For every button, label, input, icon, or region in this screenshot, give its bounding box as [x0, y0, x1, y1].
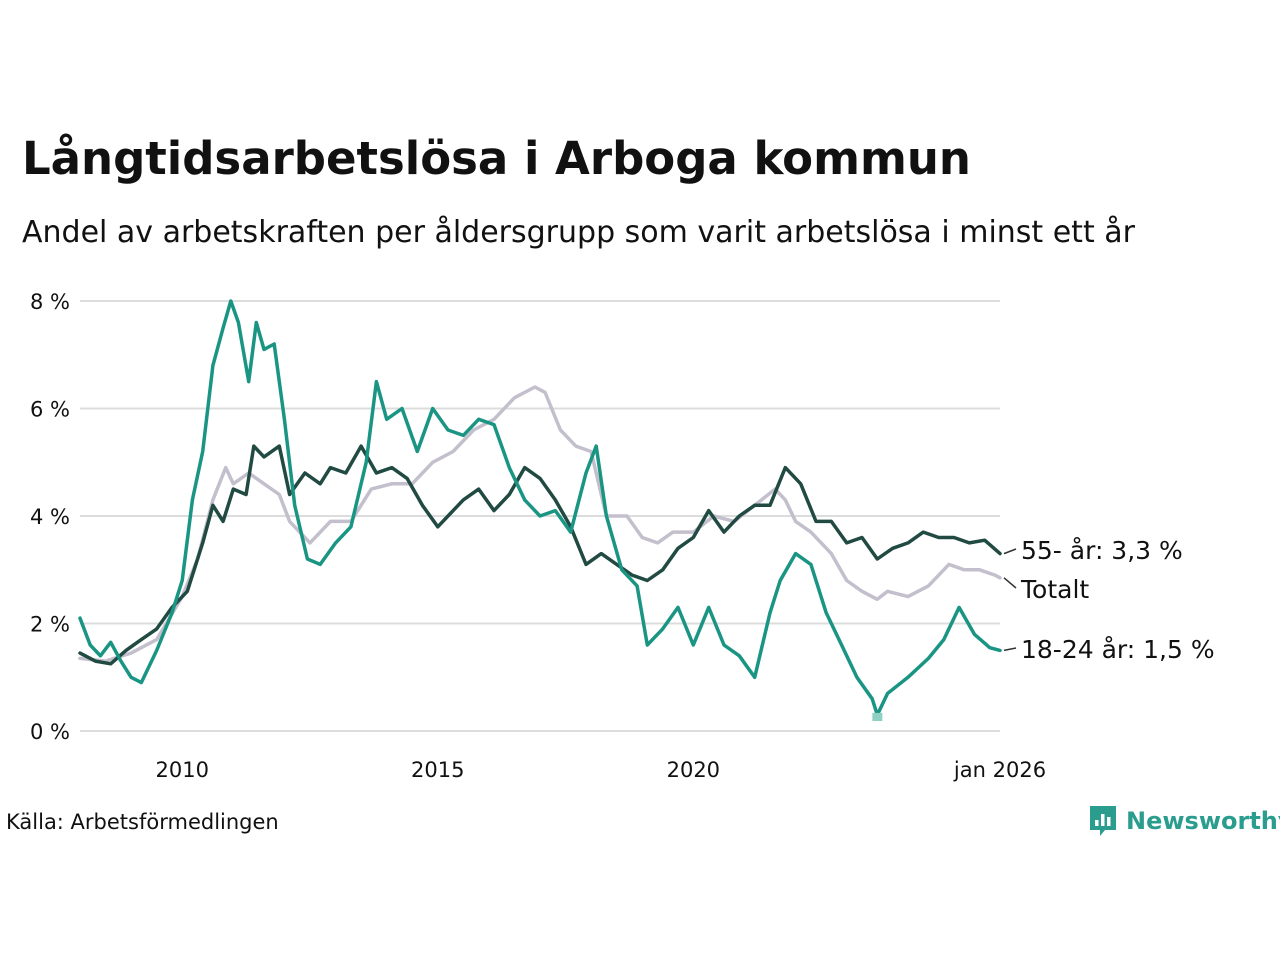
- series-end-label: Totalt: [1020, 575, 1089, 604]
- min-value-marker: [872, 712, 883, 721]
- source-note: Källa: Arbetsförmedlingen: [6, 810, 279, 834]
- y-tick-label: 2 %: [30, 613, 70, 637]
- axis-layer: 0 % 2 % 4 % 6 % 8 % 2010 2015 2020 jan 2026: [30, 290, 1046, 782]
- y-tick-label: 6 %: [30, 398, 70, 422]
- series-line-0: [78, 385, 1002, 663]
- series-line-2: [78, 299, 1002, 717]
- leader-line: [1003, 548, 1017, 555]
- y-tick-label: 8 %: [30, 290, 70, 314]
- series-layer: [78, 299, 1002, 721]
- y-tick-label: 4 %: [30, 505, 70, 529]
- chart-subtitle: Andel av arbetskraften per åldersgrupp s…: [22, 215, 1135, 250]
- x-tick-label: 2020: [667, 758, 720, 782]
- brand-name: Newsworthy: [1126, 807, 1280, 835]
- leader-line: [1003, 647, 1017, 652]
- x-tick-label: jan 2026: [953, 758, 1046, 782]
- chart-title: Långtidsarbetslösa i Arboga kommun: [22, 132, 971, 185]
- newsworthy-logo-icon: [1090, 806, 1116, 836]
- x-tick-label: 2010: [155, 758, 208, 782]
- leader-line: [1003, 577, 1017, 589]
- series-line-1: [78, 444, 1002, 666]
- series-end-label: 18-24 år: 1,5 %: [1021, 635, 1215, 664]
- series-end-label: 55- år: 3,3 %: [1021, 536, 1183, 565]
- newsworthy-logo: Newsworthy: [1088, 804, 1280, 838]
- end-label-layer: 55- år: 3,3 % Totalt 18-24 år: 1,5 %: [1003, 536, 1215, 664]
- x-tick-label: 2015: [411, 758, 464, 782]
- y-tick-label: 0 %: [30, 720, 70, 744]
